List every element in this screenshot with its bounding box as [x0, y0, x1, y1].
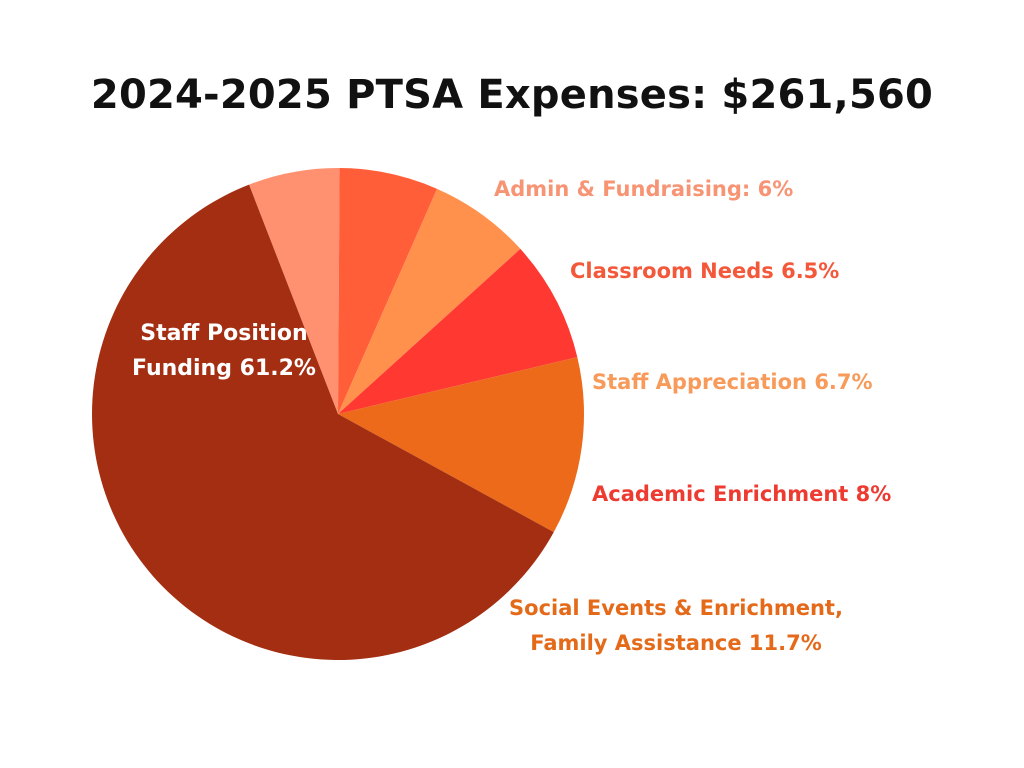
pie-slice-academic-enrichment [338, 248, 578, 414]
pie-slice-social-events [338, 357, 584, 533]
pie-slice-staff-position [92, 184, 554, 660]
chart-title: 2024-2025 PTSA Expenses: $261,560 [90, 72, 934, 118]
pie-slice-classroom-needs [338, 168, 438, 414]
slice-label-social-events: Social Events & Enrichment, Family Assist… [509, 596, 843, 655]
pie-slice-admin-fundraising [249, 168, 340, 414]
slice-label-classroom-needs: Classroom Needs 6.5% [570, 259, 840, 283]
pie-slice-staff-appreciation [338, 188, 521, 414]
slice-label-staff-appreciation: Staff Appreciation 6.7% [592, 370, 873, 394]
slice-label-staff-position: Staff Position Funding 61.2% [132, 321, 316, 381]
slice-label-academic-enrichment: Academic Enrichment 8% [592, 482, 892, 506]
slice-label-admin-fundraising: Admin & Fundraising: 6% [494, 177, 794, 201]
